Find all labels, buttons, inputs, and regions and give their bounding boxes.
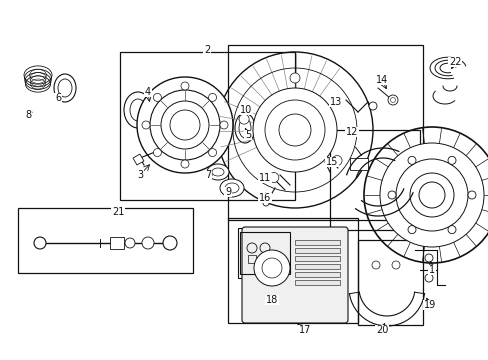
Text: 2: 2 [203, 45, 210, 55]
Circle shape [447, 156, 455, 165]
Bar [110, 237, 124, 249]
Bar [120, 52, 294, 200]
Circle shape [418, 182, 444, 208]
Text: 18: 18 [265, 295, 278, 305]
Circle shape [137, 77, 232, 173]
Bar [349, 158, 367, 170]
Bar [18, 208, 193, 273]
Text: 10: 10 [240, 105, 252, 115]
Circle shape [153, 149, 161, 157]
Text: 1: 1 [428, 265, 434, 275]
Circle shape [268, 172, 278, 183]
Text: 4: 4 [144, 87, 151, 97]
Text: 21: 21 [112, 207, 124, 217]
Text: 20: 20 [375, 325, 387, 335]
Circle shape [424, 254, 432, 262]
Ellipse shape [206, 164, 228, 180]
Bar [294, 256, 339, 261]
Bar [294, 240, 339, 245]
Circle shape [252, 88, 336, 172]
Circle shape [467, 191, 475, 199]
Circle shape [407, 226, 415, 234]
Circle shape [142, 121, 150, 129]
Text: 3: 3 [137, 170, 143, 180]
Circle shape [447, 226, 455, 234]
Bar [260, 255, 267, 263]
Bar [294, 248, 339, 253]
Text: 17: 17 [298, 325, 310, 335]
Text: 6: 6 [55, 93, 61, 103]
Bar [227, 45, 422, 220]
Circle shape [368, 102, 376, 110]
Circle shape [289, 73, 299, 83]
Bar [329, 130, 419, 230]
Text: 7: 7 [204, 170, 211, 180]
Text: 15: 15 [325, 157, 338, 167]
Ellipse shape [235, 113, 254, 143]
Text: 19: 19 [423, 300, 435, 310]
Circle shape [391, 261, 399, 269]
Circle shape [163, 236, 177, 250]
Circle shape [217, 52, 372, 208]
Text: 5: 5 [244, 130, 251, 140]
Circle shape [331, 156, 342, 166]
Circle shape [220, 121, 227, 129]
Circle shape [181, 160, 189, 168]
Text: 22: 22 [448, 57, 460, 67]
Circle shape [170, 110, 200, 140]
Circle shape [208, 94, 216, 102]
Circle shape [387, 95, 397, 105]
Circle shape [363, 127, 488, 263]
Bar [294, 272, 339, 277]
Circle shape [34, 237, 46, 249]
Circle shape [395, 159, 467, 231]
Text: 14: 14 [375, 75, 387, 85]
Circle shape [208, 149, 216, 157]
Circle shape [279, 114, 310, 146]
FancyBboxPatch shape [242, 227, 347, 323]
Ellipse shape [220, 179, 244, 197]
Circle shape [153, 94, 161, 102]
Circle shape [387, 191, 395, 199]
Bar [240, 232, 289, 274]
Text: 11: 11 [258, 173, 270, 183]
Bar [238, 228, 292, 278]
Circle shape [253, 250, 289, 286]
Ellipse shape [124, 92, 152, 128]
Bar [227, 218, 357, 323]
Circle shape [161, 101, 208, 149]
Text: 13: 13 [329, 97, 342, 107]
Circle shape [264, 100, 325, 160]
Circle shape [379, 143, 483, 247]
Text: 12: 12 [345, 127, 357, 137]
Circle shape [125, 238, 135, 248]
Circle shape [150, 90, 220, 160]
Circle shape [407, 156, 415, 165]
Circle shape [142, 237, 154, 249]
Text: 16: 16 [258, 193, 270, 203]
Circle shape [409, 173, 453, 217]
Bar [294, 264, 339, 269]
Circle shape [424, 274, 432, 282]
Ellipse shape [54, 74, 76, 102]
Circle shape [371, 261, 379, 269]
Bar [294, 280, 339, 285]
Bar [357, 240, 422, 325]
Text: 8: 8 [25, 110, 31, 120]
Bar [247, 255, 256, 263]
Text: 9: 9 [224, 187, 231, 197]
Circle shape [263, 200, 268, 206]
Bar [133, 154, 143, 165]
Circle shape [239, 114, 248, 124]
Circle shape [181, 82, 189, 90]
